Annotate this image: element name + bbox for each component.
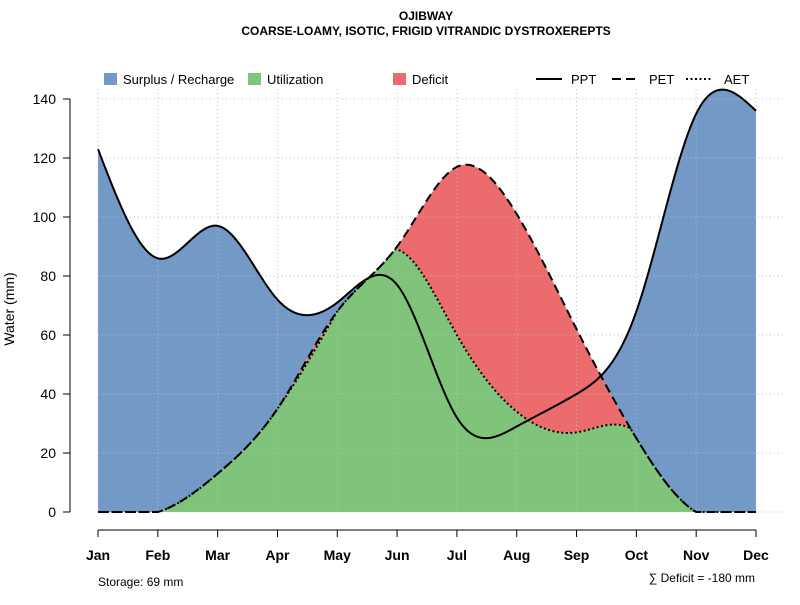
legend: Surplus / Recharge Utilization Deficit PPT P… xyxy=(104,72,749,87)
x-tick-label: Mar xyxy=(205,547,230,563)
y-axis-label: Water (mm) xyxy=(1,272,17,345)
y-tick-label: 120 xyxy=(33,150,57,166)
area-layer xyxy=(98,89,756,513)
legend-label: Surplus / Recharge xyxy=(123,72,234,87)
line-layer xyxy=(97,88,757,513)
grid-layer xyxy=(97,89,784,513)
axes-layer: 0 20 40 60 80 100 120 140 Jan Feb Mar Apr May Jun Jul A… xyxy=(33,91,769,563)
legend-label: Utilization xyxy=(267,72,323,87)
legend-swatch xyxy=(104,73,117,85)
y-tick-label: 80 xyxy=(40,268,56,284)
area-utilization xyxy=(98,249,756,512)
legend-label: AET xyxy=(724,72,749,87)
y-tick-label: 40 xyxy=(40,386,56,402)
y-tick-label: 0 xyxy=(48,504,56,520)
x-tick-label: Sep xyxy=(564,547,590,563)
x-tick-label: Aug xyxy=(503,547,530,563)
y-tick-label: 20 xyxy=(40,445,56,461)
x-tick-label: Jun xyxy=(385,547,410,563)
deficit-annotation: ∑ Deficit = -180 mm xyxy=(649,571,755,585)
x-tick-label: Apr xyxy=(265,547,290,563)
legend-label: PET xyxy=(649,72,674,87)
x-tick-label: Oct xyxy=(625,547,649,563)
legend-label: Deficit xyxy=(412,72,449,87)
chart-subtitle: COARSE-LOAMY, ISOTIC, FRIGID VITRANDIC D… xyxy=(241,24,610,38)
chart-title: OJIBWAY xyxy=(399,9,453,23)
legend-swatch xyxy=(393,73,406,85)
legend-swatch xyxy=(248,73,261,85)
line-ppt xyxy=(97,88,757,440)
x-tick-label: Dec xyxy=(743,547,769,563)
x-tick-label: May xyxy=(324,547,351,563)
area-surplus-recharge xyxy=(98,89,756,513)
x-tick-label: Jul xyxy=(447,547,467,563)
storage-annotation: Storage: 69 mm xyxy=(98,575,183,589)
y-tick-label: 100 xyxy=(33,209,57,225)
x-tick-label: Feb xyxy=(145,547,170,563)
line-pet xyxy=(98,163,756,513)
x-tick-label: Jan xyxy=(86,547,110,563)
area-deficit xyxy=(98,164,756,512)
legend-label: PPT xyxy=(571,72,596,87)
y-tick-label: 140 xyxy=(33,91,57,107)
y-tick-label: 60 xyxy=(40,327,56,343)
x-tick-label: Nov xyxy=(683,547,710,563)
